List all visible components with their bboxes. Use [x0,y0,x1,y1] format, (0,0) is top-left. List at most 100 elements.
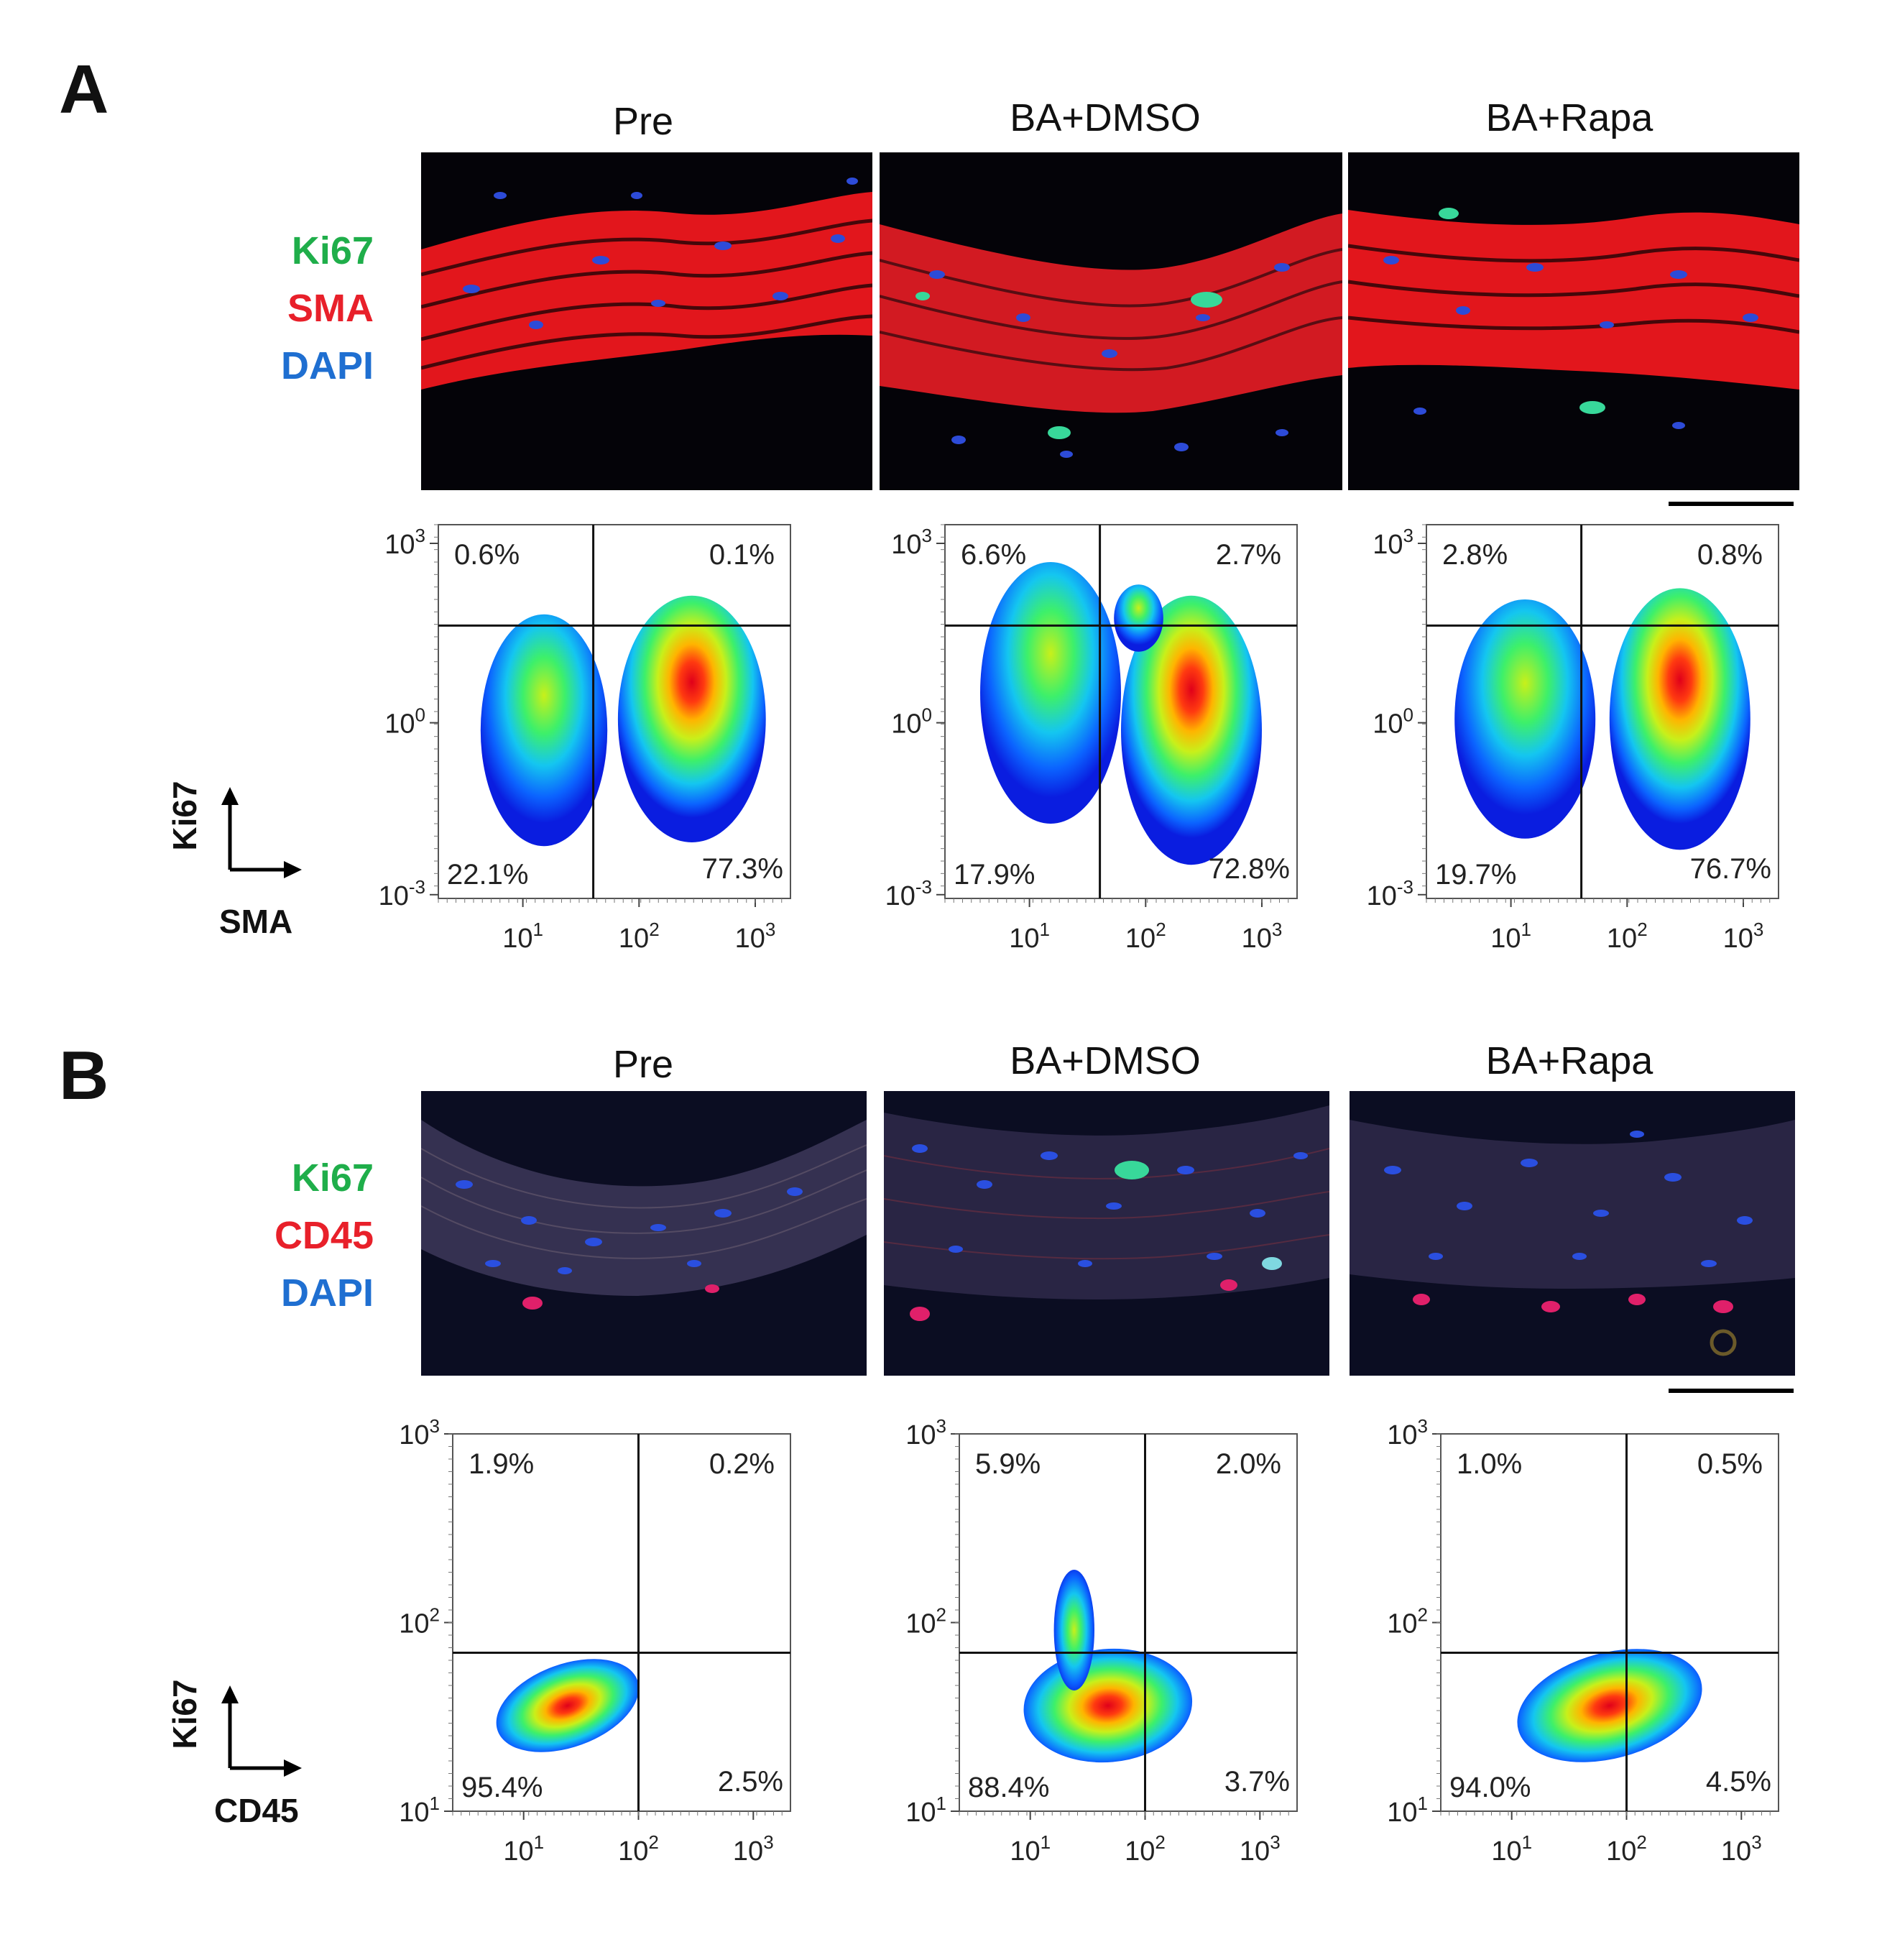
flow-plot-a-pre: 101 102 103 103 100 10-3 0.6% 0.1% 22.1% 77.3% [379,524,791,954]
y-tick-label: 102 [1387,1604,1428,1639]
quadrant-label-upper-left: 6.6% [961,539,1026,571]
micrograph-a-dmso [880,152,1342,490]
quadrant-label-upper-right: 0.5% [1697,1448,1763,1480]
y-tick-label: 102 [905,1604,946,1639]
marker-label-ki67-b: Ki67 [291,1156,374,1200]
quadrant-label-lower-left: 88.4% [968,1772,1049,1803]
quadrant-label-upper-right: 0.8% [1697,539,1763,571]
marker-label-dapi-a: DAPI [280,344,374,387]
quadrant-label-lower-right: 77.3% [702,853,783,885]
axis-key-x-label-b: CD45 [214,1792,299,1829]
column-title-rapa-b: BA+Rapa [1485,1039,1653,1082]
column-title-pre-b: Pre [612,1043,674,1086]
marker-label-cd45-b: CD45 [274,1214,374,1257]
x-tick-label: 102 [1607,919,1648,954]
quadrant-label-lower-right: 3.7% [1224,1766,1290,1798]
micrograph-a-rapa [1348,152,1799,490]
quadrant-label-upper-left: 1.9% [469,1448,534,1480]
x-tick-label: 101 [1491,1831,1532,1867]
scale-bar-a [1669,502,1794,506]
quadrant-label-upper-right: 0.2% [709,1448,775,1480]
axis-key-y-label-a: Ki67 [166,781,203,851]
x-tick-label: 103 [1242,919,1283,954]
quadrant-label-lower-left: 17.9% [954,859,1035,891]
column-title-rapa-a: BA+Rapa [1485,96,1653,139]
quadrant-label-lower-left: 94.0% [1449,1772,1531,1803]
x-tick-label: 101 [1009,919,1050,954]
density-cloud [496,1659,639,1752]
quadrant-label-lower-right: 4.5% [1706,1766,1771,1798]
x-tick-label: 103 [735,919,776,954]
micrograph-b-pre [421,1091,867,1376]
micrograph-b-rapa [1350,1091,1795,1376]
quadrant-label-lower-right: 2.5% [718,1766,783,1798]
axis-key-arrows-b [221,1685,302,1777]
column-title-dmso-a: BA+DMSO [1010,96,1201,139]
column-title-pre-a: Pre [612,100,674,143]
axis-key-arrows-a [221,787,302,878]
x-tick-label: 101 [502,919,543,954]
quadrant-label-upper-left: 0.6% [454,539,520,571]
micrograph-a-pre [421,152,872,490]
quadrant-label-lower-right: 76.7% [1690,853,1771,885]
column-title-dmso-b: BA+DMSO [1010,1039,1201,1082]
quadrant-label-upper-left: 2.8% [1442,539,1508,571]
density-cloud [1609,588,1750,850]
y-tick-label: 101 [905,1793,946,1828]
y-tick-label: 10-3 [379,876,425,911]
panel-letter-b: B [59,1037,109,1114]
marker-label-sma-a: SMA [287,287,374,330]
x-tick-label: 103 [1721,1831,1762,1867]
x-tick-label: 102 [1125,1831,1166,1867]
quadrant-label-upper-left: 5.9% [975,1448,1041,1480]
quadrant-label-upper-right: 2.0% [1216,1448,1281,1480]
y-tick-label: 10-3 [885,876,932,911]
y-tick-label: 103 [1373,525,1413,560]
density-cloud [1454,599,1596,839]
density-cloud [617,595,766,842]
y-tick-label: 103 [905,1415,946,1450]
x-tick-label: 103 [733,1831,774,1867]
quadrant-label-upper-right: 0.1% [709,539,775,571]
y-tick-label: 103 [891,525,932,560]
quadrant-label-lower-left: 95.4% [461,1772,543,1803]
axis-key-x-label-a: SMA [219,903,293,940]
panel-letter-a: A [59,51,109,128]
plot-frame [452,1433,791,1812]
quadrant-label-lower-left: 22.1% [447,859,528,891]
y-tick-label: 102 [399,1604,440,1639]
x-tick-label: 101 [1010,1831,1051,1867]
micrograph-b-dmso [884,1091,1329,1376]
x-tick-label: 102 [618,1831,659,1867]
axis-key-y-label-b: Ki67 [166,1679,203,1749]
density-cloud [1121,595,1262,865]
flow-plot-a-dmso: 101 102 103 103 100 10-3 6.6% 2.7% 17.9% 72.8% [885,524,1298,954]
density-cloud [1114,584,1163,652]
marker-label-ki67-a: Ki67 [291,229,374,272]
density-cloud [1517,1649,1702,1762]
y-tick-label: 101 [399,1793,440,1828]
flow-plot-b-dmso: 101 102 103 103 102 101 5.9% 2.0% 88.4% 3.7% [905,1415,1298,1867]
density-cloud [480,614,608,847]
quadrant-label-upper-left: 1.0% [1457,1448,1522,1480]
y-tick-label: 100 [1373,704,1413,740]
scale-bar-b [1669,1389,1794,1393]
density-cloud [980,562,1121,824]
flow-plot-a-rapa: 101 102 103 103 100 10-3 2.8% 0.8% 19.7% 76.7% [1367,524,1779,954]
x-tick-label: 103 [1723,919,1764,954]
y-tick-label: 100 [384,704,425,740]
marker-label-dapi-b: DAPI [280,1271,374,1315]
density-cloud [1023,1648,1193,1763]
y-tick-label: 103 [1387,1415,1428,1450]
y-tick-label: 10-3 [1367,876,1413,911]
y-tick-label: 100 [891,704,932,740]
y-tick-label: 101 [1387,1793,1428,1828]
y-tick-label: 103 [384,525,425,560]
density-cloud [1053,1570,1094,1690]
x-tick-label: 102 [619,919,660,954]
x-tick-label: 102 [1125,919,1166,954]
x-tick-label: 101 [503,1831,544,1867]
x-tick-label: 102 [1606,1831,1647,1867]
y-tick-label: 103 [399,1415,440,1450]
flow-plot-b-rapa: 101 102 103 103 102 101 1.0% 0.5% 94.0% 4.5% [1387,1415,1779,1867]
